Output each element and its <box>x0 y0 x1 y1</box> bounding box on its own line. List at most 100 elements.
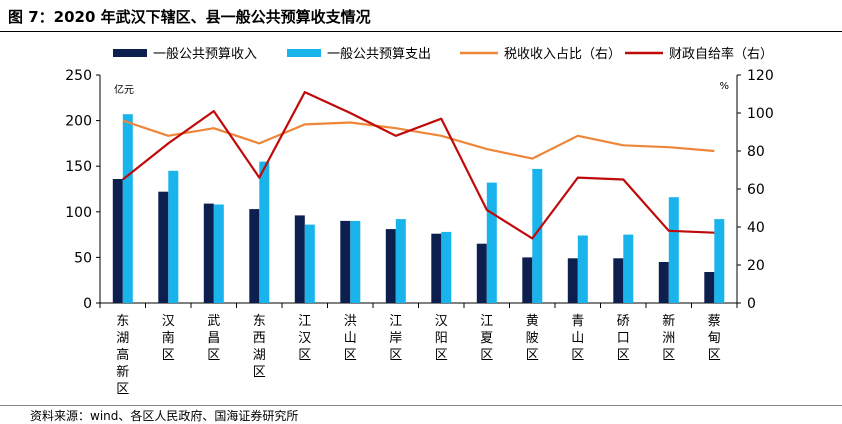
x-label-char: 湖 <box>253 348 266 363</box>
x-label-char: 区 <box>571 348 584 363</box>
x-label-char: 区 <box>116 382 129 397</box>
x-label-char: 蔡 <box>708 314 721 329</box>
x-label-char: 区 <box>617 348 630 363</box>
figure-title: 图 7：2020 年武汉下辖区、县一般公共预算收支情况 <box>8 8 371 26</box>
x-label-char: 汉 <box>298 331 311 346</box>
bar-expenditure <box>395 219 406 303</box>
bar-expenditure <box>532 168 543 303</box>
bars <box>112 114 725 303</box>
x-label-char: 区 <box>708 348 721 363</box>
bar-expenditure <box>350 220 361 303</box>
bar-revenue <box>613 258 624 303</box>
x-label-char: 西 <box>253 331 266 346</box>
x-label-char: 洪 <box>344 314 357 329</box>
x-axis-labels: 东湖高新区汉南区武昌区东西湖区江汉区洪山区江岸区汉阳区江夏区黄陂区青山区硚口区新… <box>116 313 721 397</box>
bar-revenue <box>203 203 214 303</box>
x-label-char: 黄 <box>526 314 539 329</box>
legend-label: 一般公共预算收入 <box>153 46 257 62</box>
bar-expenditure <box>714 219 725 303</box>
x-label-char: 江 <box>389 314 402 329</box>
bar-revenue <box>567 258 578 303</box>
bar-expenditure <box>577 235 588 303</box>
x-label-char: 东 <box>253 314 266 329</box>
bar-expenditure <box>623 234 634 303</box>
x-label-char: 区 <box>435 348 448 363</box>
title-rule <box>0 31 842 32</box>
x-label-char: 区 <box>389 348 402 363</box>
x-label-char: 新 <box>116 364 129 380</box>
left-tick-label: 200 <box>65 114 92 130</box>
x-label-char: 东 <box>116 314 129 329</box>
x-label-char: 区 <box>207 348 220 363</box>
legend-swatch <box>113 49 147 57</box>
x-label-char: 高 <box>116 347 129 363</box>
left-tick-label: 150 <box>65 159 92 175</box>
left-tick-label: 50 <box>74 250 92 266</box>
right-tick-label: 40 <box>747 220 765 236</box>
x-label-char: 武 <box>207 314 220 329</box>
legend-swatch <box>287 49 321 57</box>
right-axis-unit: % <box>719 81 729 92</box>
bar-expenditure <box>441 231 452 303</box>
bar-revenue <box>522 257 533 303</box>
bar-expenditure <box>213 204 224 303</box>
x-label-char: 区 <box>298 348 311 363</box>
x-label-char: 阳 <box>435 331 448 346</box>
legend-label: 税收收入占比（右） <box>504 47 621 62</box>
x-label-char: 区 <box>526 348 539 363</box>
x-label-char: 硚 <box>617 314 630 329</box>
x-label-char: 岸 <box>389 331 402 346</box>
line-tax-ratio <box>122 119 715 160</box>
bar-expenditure <box>122 114 133 303</box>
lines <box>122 90 715 240</box>
x-label-char: 昌 <box>207 331 220 346</box>
bar-revenue <box>340 220 351 303</box>
right-tick-label: 60 <box>747 182 765 198</box>
left-tick-label: 0 <box>83 296 92 312</box>
legend-label: 一般公共预算支出 <box>327 46 431 62</box>
bar-revenue <box>294 215 305 303</box>
bar-revenue <box>112 179 123 303</box>
left-tick-label: 250 <box>65 68 92 84</box>
x-label-char: 山 <box>571 331 584 346</box>
x-label-char: 口 <box>617 331 630 346</box>
x-label-char: 区 <box>253 365 266 380</box>
bar-expenditure <box>304 224 315 303</box>
x-label-char: 汉 <box>435 314 448 329</box>
bar-expenditure <box>168 170 179 303</box>
bar-revenue <box>158 191 169 303</box>
right-tick-label: 80 <box>747 144 765 160</box>
right-tick-label: 120 <box>747 68 774 84</box>
x-label-char: 江 <box>480 314 493 329</box>
right-tick-label: 20 <box>747 258 765 274</box>
bar-revenue <box>658 262 669 303</box>
line-self-sufficiency <box>122 90 715 240</box>
x-label-char: 江 <box>298 314 311 329</box>
bar-revenue <box>704 272 715 303</box>
legend-label: 财政自给率（右） <box>669 46 773 62</box>
source-note: 资料来源：wind、各区人民政府、国海证券研究所 <box>30 409 299 423</box>
bar-expenditure <box>259 161 270 303</box>
bar-expenditure <box>486 182 497 303</box>
bar-revenue <box>385 229 396 303</box>
x-label-char: 甸 <box>708 331 721 346</box>
footer-rule <box>0 405 842 406</box>
x-label-char: 湖 <box>116 331 129 346</box>
x-label-char: 汉 <box>162 314 175 329</box>
bar-revenue <box>431 233 442 303</box>
bar-revenue <box>476 243 487 303</box>
x-label-char: 南 <box>162 330 175 346</box>
bar-revenue <box>249 209 260 303</box>
x-label-char: 山 <box>344 331 357 346</box>
legend: 一般公共预算收入 一般公共预算支出 税收收入占比（右） 财政自给率（右） <box>113 46 773 62</box>
x-label-char: 新 <box>662 313 675 329</box>
x-label-char: 陂 <box>526 330 539 346</box>
left-axis-unit: 亿元 <box>114 83 134 96</box>
x-label-char: 青 <box>571 314 584 329</box>
x-label-char: 区 <box>662 348 675 363</box>
bar-expenditure <box>668 197 679 303</box>
x-label-char: 洲 <box>662 331 675 346</box>
x-label-char: 区 <box>162 348 175 363</box>
x-label-char: 区 <box>480 348 493 363</box>
